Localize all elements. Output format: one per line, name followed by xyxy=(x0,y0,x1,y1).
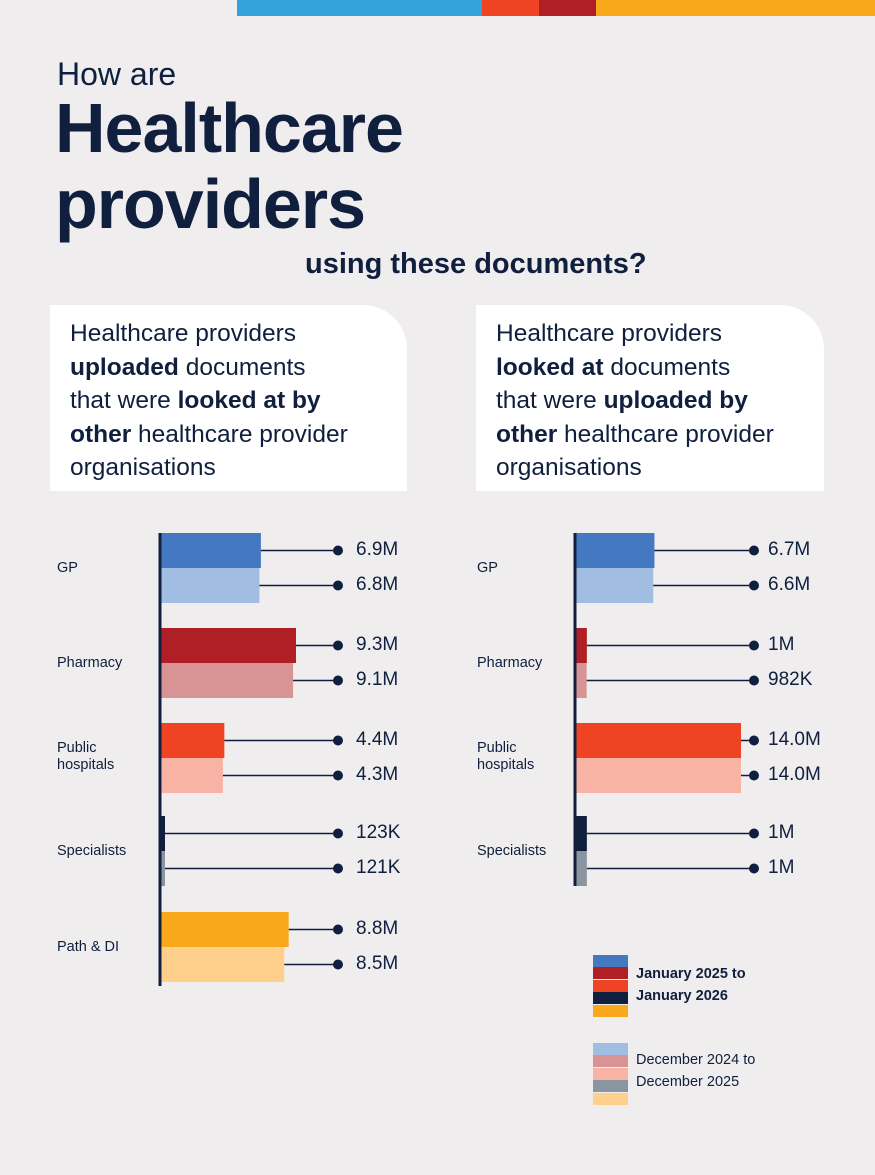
card-line: other healthcare provider xyxy=(70,420,348,448)
legend-current-line1: January 2025 to xyxy=(636,966,746,982)
card-line: that were looked at by xyxy=(70,387,321,414)
data-label: 1M xyxy=(768,633,795,655)
legend-current-line2: January 2026 xyxy=(636,988,728,1004)
pre-title: How are xyxy=(57,56,177,92)
bar xyxy=(160,758,223,793)
bar xyxy=(160,723,225,758)
data-label: 8.8M xyxy=(356,917,399,939)
page-title: Healthcare providers xyxy=(55,89,404,243)
bar xyxy=(160,568,260,603)
leader-dot xyxy=(333,959,343,970)
bar xyxy=(160,947,285,982)
card-line: Healthcare providers xyxy=(496,320,723,347)
category-label: Pharmacy xyxy=(57,655,123,671)
leader-dot xyxy=(333,828,343,839)
category-label: Public hospitals xyxy=(57,740,115,773)
data-label: 9.1M xyxy=(356,668,399,690)
bar xyxy=(160,533,261,568)
data-label: 4.3M xyxy=(356,763,399,785)
title-line-1: Healthcare xyxy=(55,89,404,167)
data-label: 6.9M xyxy=(356,538,399,560)
leader-dot xyxy=(749,828,759,839)
data-label: 6.8M xyxy=(356,573,399,595)
leader-dot xyxy=(749,770,759,781)
leader-dot xyxy=(749,675,759,686)
bar xyxy=(575,758,741,793)
category-label: Pharmacy xyxy=(477,655,543,671)
legend-swatch xyxy=(593,992,628,1005)
card-line: uploaded documents xyxy=(70,353,306,381)
card-line: organisations xyxy=(70,454,216,481)
right-description-card: Healthcare providers looked at documents… xyxy=(476,305,824,491)
data-label: 6.7M xyxy=(768,538,811,560)
leader-dot xyxy=(333,545,343,556)
leader-dot xyxy=(333,863,343,874)
data-label: 14.0M xyxy=(768,728,821,750)
data-label: 4.4M xyxy=(356,728,399,750)
data-label: 121K xyxy=(356,856,401,878)
bar xyxy=(575,533,655,568)
title-line-2: providers xyxy=(55,165,366,243)
top-bar-segment xyxy=(237,0,482,16)
page-subtitle: using these documents? xyxy=(305,248,647,280)
legend-swatch xyxy=(593,1080,628,1093)
top-bar-segment xyxy=(596,0,875,16)
legend-previous-line1: December 2024 to xyxy=(636,1052,756,1068)
data-label: 1M xyxy=(768,821,795,843)
legend-swatch xyxy=(593,1092,628,1105)
data-label: 6.6M xyxy=(768,573,811,595)
bar xyxy=(160,663,294,698)
category-label: Path & DI xyxy=(57,939,120,955)
bar xyxy=(160,912,289,947)
bar xyxy=(160,851,165,886)
legend-swatch xyxy=(593,1067,628,1080)
leader-dot xyxy=(333,770,343,781)
top-bar-segment xyxy=(539,0,596,16)
legend-swatch xyxy=(593,1004,628,1017)
data-label: 1M xyxy=(768,856,795,878)
leader-dot xyxy=(333,640,343,651)
data-label: 982K xyxy=(768,668,813,690)
bar xyxy=(160,628,296,663)
bar xyxy=(575,851,587,886)
card-line: other healthcare provider xyxy=(496,420,774,448)
bar xyxy=(575,816,587,851)
category-label: Specialists xyxy=(57,843,127,859)
category-label: Specialists xyxy=(477,843,547,859)
top-bar-segment xyxy=(482,0,539,16)
leader-dot xyxy=(749,580,759,591)
legend-swatch xyxy=(593,1043,628,1055)
legend-swatch xyxy=(593,1055,628,1068)
bar xyxy=(575,568,654,603)
bar xyxy=(160,816,165,851)
card-line: that were uploaded by xyxy=(496,387,748,414)
card-line: organisations xyxy=(496,454,642,481)
card-line: looked at documents xyxy=(496,353,731,381)
bar xyxy=(575,628,587,663)
data-label: 123K xyxy=(356,821,401,843)
card-line: Healthcare providers xyxy=(70,320,297,347)
leader-dot xyxy=(749,640,759,651)
legend-swatch xyxy=(593,955,628,967)
legend-swatch xyxy=(593,979,628,992)
data-label: 9.3M xyxy=(356,633,399,655)
category-label: GP xyxy=(477,560,498,576)
left-description-card: Healthcare providers uploaded documents … xyxy=(50,305,407,491)
category-label: Public hospitals xyxy=(477,740,535,773)
leader-dot xyxy=(333,924,343,935)
bar xyxy=(575,723,741,758)
leader-dot xyxy=(333,580,343,591)
leader-dot xyxy=(333,675,343,686)
legend-swatch xyxy=(593,967,628,980)
data-label: 14.0M xyxy=(768,763,821,785)
leader-dot xyxy=(749,735,759,746)
leader-dot xyxy=(333,735,343,746)
bar xyxy=(575,663,587,698)
category-label: GP xyxy=(57,560,78,576)
leader-dot xyxy=(749,545,759,556)
legend-previous-line2: December 2025 xyxy=(636,1074,740,1090)
data-label: 8.5M xyxy=(356,952,399,974)
leader-dot xyxy=(749,863,759,874)
